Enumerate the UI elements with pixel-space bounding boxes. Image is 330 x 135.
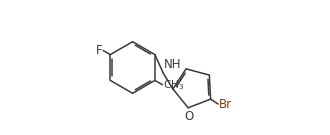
Text: F: F [96,44,103,57]
Text: NH: NH [164,58,181,71]
Text: O: O [184,110,193,123]
Text: Br: Br [219,98,232,111]
Text: CH$_3$: CH$_3$ [163,78,184,92]
